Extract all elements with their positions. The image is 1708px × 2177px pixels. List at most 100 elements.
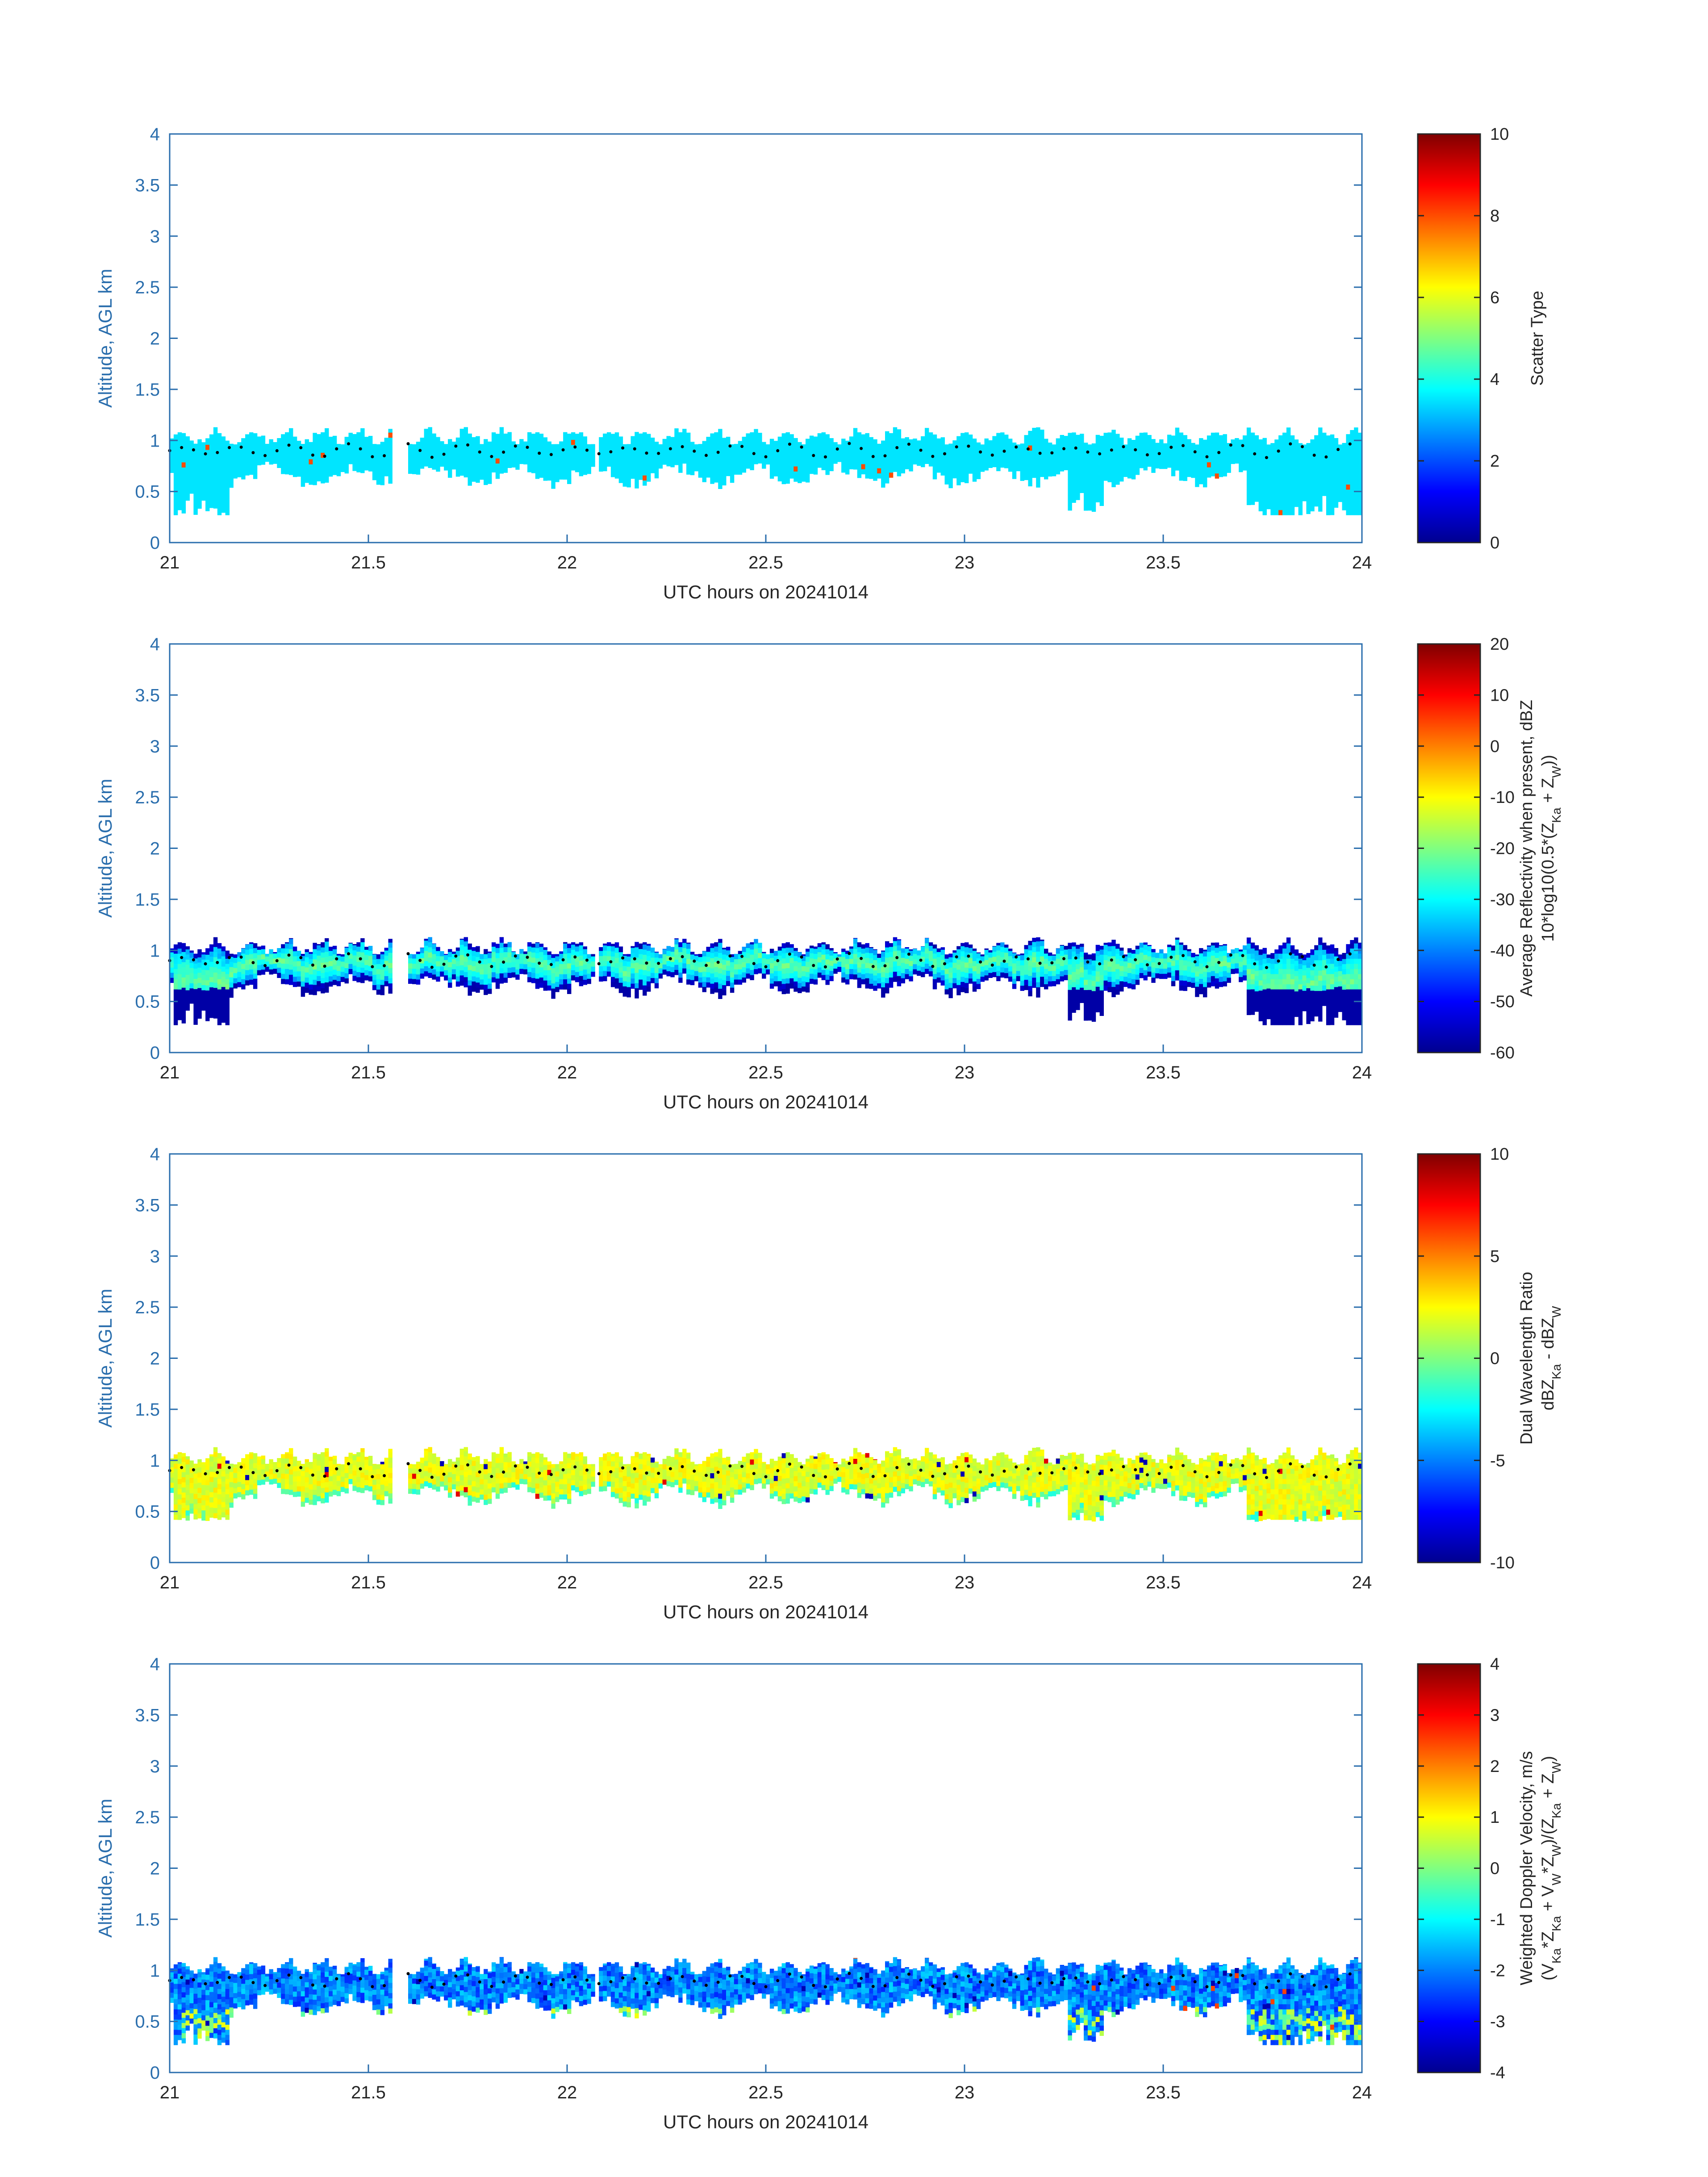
cloud-cell	[1028, 960, 1032, 966]
cloud-cell	[455, 966, 460, 972]
cloud-cell	[972, 971, 977, 977]
cloud-cell	[245, 944, 250, 950]
cloud-cell	[643, 990, 647, 996]
cloud-cell	[221, 1017, 226, 1023]
cloud-cell	[499, 957, 504, 963]
cloud-cell	[1354, 494, 1358, 500]
cloud-cell	[1302, 491, 1307, 496]
cloud-cell	[1127, 983, 1132, 989]
cloud-cell	[241, 984, 246, 990]
cloud-cell	[1044, 969, 1048, 974]
cloud-cell	[678, 442, 683, 447]
cloud-cell	[1167, 435, 1172, 437]
cloud-top-dot	[1074, 446, 1077, 450]
cloud-cell	[798, 962, 802, 968]
cloud-cell	[432, 434, 436, 439]
cloud-cell	[948, 443, 953, 447]
cloud-cell	[229, 977, 234, 982]
x-tick-label: 22.5	[748, 553, 783, 572]
cloud-cell	[610, 434, 615, 437]
cloud-top-dot	[705, 454, 708, 457]
cloud-cell	[881, 456, 885, 462]
cloud-cell	[980, 466, 985, 472]
cloud-cell	[1183, 440, 1187, 445]
cloud-cell	[635, 447, 639, 453]
cloud-cell	[877, 968, 881, 974]
cloud-cell	[980, 966, 985, 972]
cloud-cell	[575, 462, 580, 467]
cloud-cell	[968, 468, 973, 474]
cloud-cell	[277, 463, 281, 468]
cloud-cell	[1314, 435, 1319, 440]
cloud-cell	[543, 985, 547, 991]
cloud-cell	[639, 949, 643, 954]
cloud-cell	[189, 468, 194, 473]
cloud-cell	[1123, 956, 1128, 961]
cloud-cell	[181, 467, 186, 473]
cloud-cell	[455, 981, 460, 987]
cloud-cell	[809, 948, 814, 953]
cloud-cell	[650, 967, 655, 973]
cloud-cell	[209, 436, 214, 442]
cloud-cell	[1103, 470, 1108, 476]
cloud-cell	[515, 444, 520, 450]
cloud-cell	[1084, 953, 1088, 954]
cloud-cell	[738, 974, 743, 980]
cloud-cell	[893, 971, 898, 977]
cloud-cell	[881, 477, 885, 483]
cloud-cell	[296, 441, 301, 446]
cloud-cell	[543, 439, 547, 445]
cloud-cell	[1103, 960, 1108, 965]
cloud-cell	[265, 446, 269, 452]
cloud-cell	[678, 972, 683, 978]
cloud-cell	[1151, 439, 1156, 443]
cloud-cell	[571, 435, 576, 440]
cloud-cell	[185, 974, 190, 980]
cloud-cell	[1091, 1011, 1096, 1017]
cloud-cell	[173, 953, 178, 959]
cloud-cell	[877, 973, 881, 978]
cloud-cell	[1064, 465, 1068, 470]
cloud-cell	[857, 437, 862, 443]
cloud-cell	[603, 433, 607, 436]
cloud-cell	[296, 461, 301, 467]
cloud-cell	[1243, 450, 1247, 455]
cloud-cell	[201, 1000, 206, 1006]
cloud-cell	[921, 946, 925, 947]
cloud-cell	[996, 466, 1001, 472]
cloud-cell	[662, 449, 667, 455]
cloud-cell	[1326, 499, 1331, 505]
cloud-top-dot	[1289, 442, 1292, 446]
cloud-cell	[682, 939, 687, 943]
cloud-cell	[762, 442, 766, 443]
cloud-cell	[754, 949, 758, 954]
cloud-cell	[329, 981, 333, 987]
cloud-cell	[440, 971, 444, 977]
cloud-cell	[996, 943, 1001, 945]
cloud-cell	[205, 985, 210, 991]
cloud-cell	[325, 941, 329, 947]
cloud-cell	[965, 982, 969, 988]
cloud-cell	[742, 962, 746, 968]
cloud-top-dot	[478, 450, 481, 454]
cloud-cell	[420, 453, 425, 459]
cloud-cell	[853, 974, 858, 980]
cloud-cell	[325, 436, 329, 442]
cloud-cell	[722, 949, 727, 955]
cloud-cell	[245, 465, 250, 471]
cloud-cell	[714, 467, 718, 472]
cloud-cell	[309, 974, 313, 980]
cloud-cell	[889, 957, 894, 962]
cloud-cell	[742, 467, 746, 473]
cloud-cell	[1250, 433, 1255, 439]
cloud-cell	[1036, 472, 1040, 477]
cloud-cell	[686, 953, 691, 959]
cloud-cell	[726, 455, 731, 461]
cloud-cell	[535, 463, 540, 469]
cloud-cell	[309, 952, 313, 954]
cloud-cell	[225, 999, 230, 1005]
cloud-cell	[364, 444, 369, 450]
cloud-cell	[329, 446, 333, 451]
cloud-cell	[670, 951, 675, 957]
